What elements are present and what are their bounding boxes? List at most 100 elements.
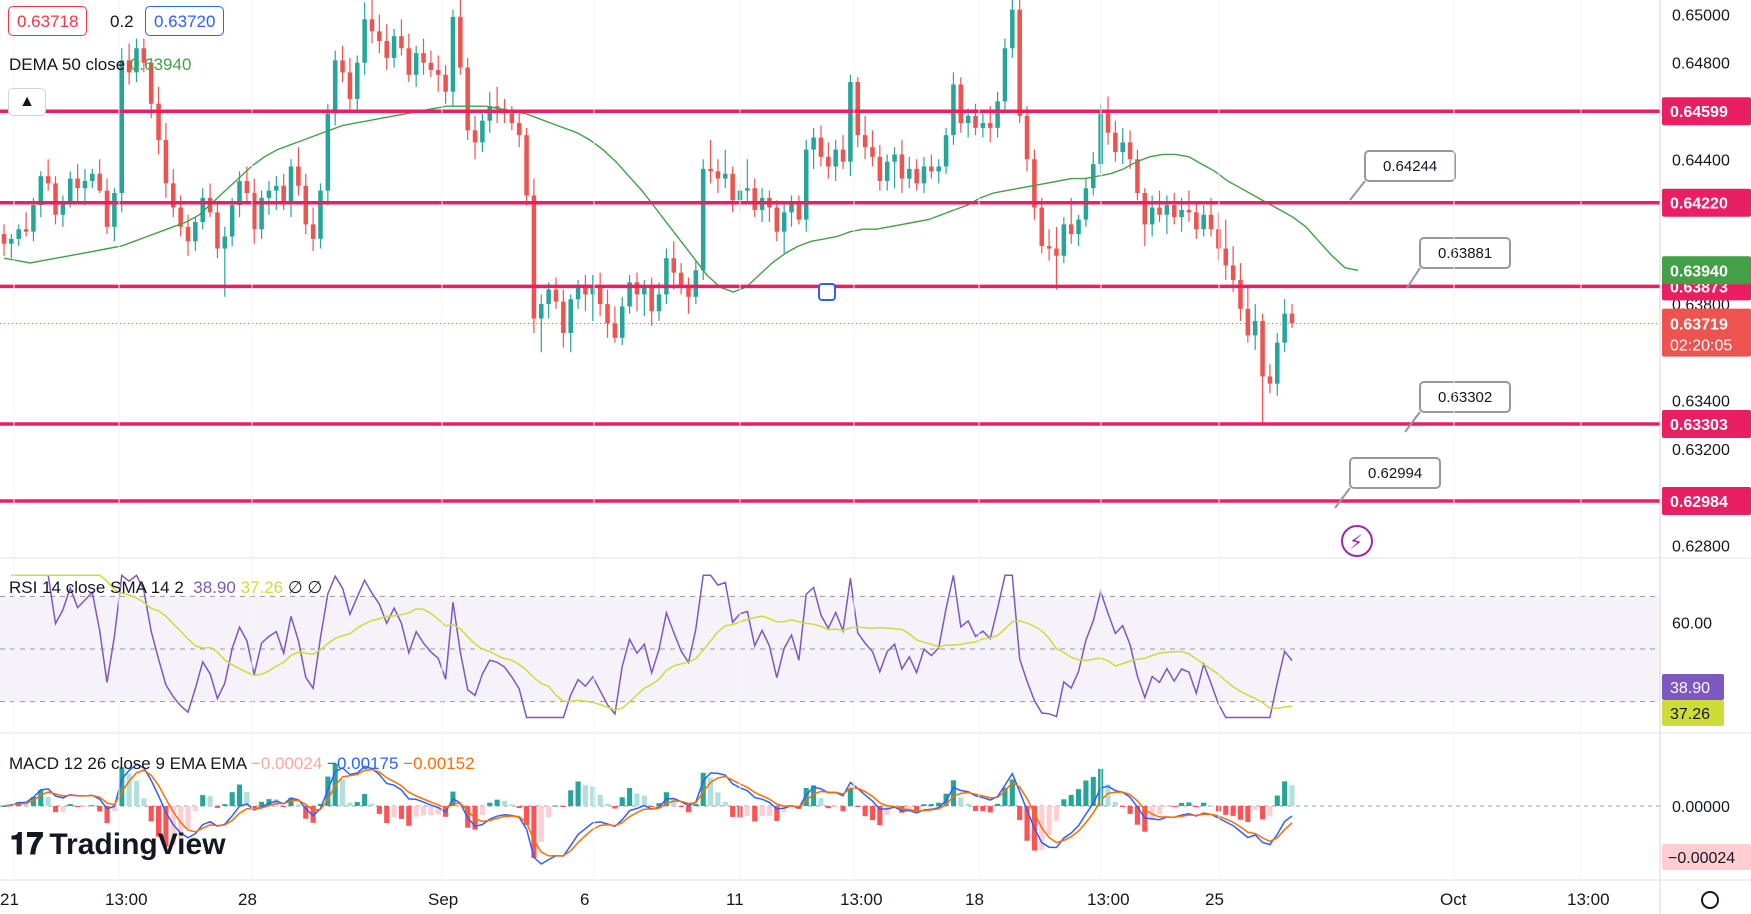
candle-body bbox=[1002, 48, 1008, 102]
candle-body bbox=[1216, 229, 1221, 249]
dema-legend[interactable]: DEMA 50 close 0.63940 bbox=[9, 55, 191, 75]
macd-histogram-bar bbox=[678, 806, 684, 808]
macd-histogram-bar bbox=[950, 780, 957, 806]
time-tick-label: 28 bbox=[238, 890, 257, 909]
rsi-axis-tag bbox=[1662, 674, 1724, 700]
candle-body bbox=[67, 178, 73, 203]
bid-price: 0.63718 bbox=[17, 12, 79, 31]
macd-histogram-bar bbox=[23, 803, 29, 806]
macd-histogram-bar bbox=[722, 801, 728, 806]
price-tick-label: 0.63400 bbox=[1672, 394, 1730, 411]
macd-histogram-bar bbox=[354, 802, 360, 806]
callout-label: 0.63302 bbox=[1438, 389, 1492, 406]
macd-histogram-bar bbox=[921, 804, 927, 806]
macd-histogram-bar bbox=[833, 806, 839, 807]
macd-histogram-bar bbox=[509, 804, 515, 806]
macd-histogram-bar bbox=[281, 806, 287, 807]
ask-price-box[interactable]: 0.63720 bbox=[145, 6, 225, 36]
spread-value: 0.2 bbox=[110, 12, 134, 31]
macd-histogram-bar bbox=[560, 806, 566, 807]
rsi-pane[interactable] bbox=[0, 573, 1660, 719]
macd-histogram-bar bbox=[494, 799, 500, 806]
macd-histogram-bar bbox=[222, 804, 228, 806]
candle-body bbox=[1113, 132, 1118, 153]
macd-histogram-bar bbox=[641, 795, 647, 806]
macd-histogram-bar bbox=[744, 806, 750, 817]
candle-body bbox=[53, 183, 58, 215]
time-tick-label: 13:00 bbox=[1567, 890, 1610, 909]
macd-histogram-bar bbox=[965, 803, 971, 806]
callout-leader bbox=[1404, 411, 1421, 433]
macd-signal-value: −0.00152 bbox=[403, 754, 475, 773]
callout-leader bbox=[1406, 267, 1421, 289]
candle-body bbox=[458, 16, 463, 68]
macd-histogram-bar bbox=[855, 806, 861, 807]
alert-marker-icon bbox=[818, 283, 836, 301]
candle-body bbox=[1024, 115, 1030, 160]
macd-histogram-bar bbox=[1267, 806, 1273, 816]
macd-histogram-bar bbox=[339, 779, 346, 806]
candle-body bbox=[163, 139, 169, 184]
level-axis-tag bbox=[1662, 97, 1751, 126]
macd-histogram-bar bbox=[877, 806, 883, 826]
macd-histogram-bar bbox=[553, 805, 559, 807]
candle-body bbox=[1252, 320, 1258, 336]
candle-body bbox=[693, 270, 699, 297]
candle-body bbox=[377, 31, 382, 42]
callout-box bbox=[1349, 457, 1441, 489]
macd-histogram-bar bbox=[38, 790, 44, 806]
candle-body bbox=[1289, 313, 1295, 324]
candle-body bbox=[840, 149, 846, 162]
macd-histogram-bar bbox=[200, 795, 206, 806]
candle-body bbox=[104, 190, 110, 227]
candle-body bbox=[38, 176, 44, 206]
macd-histogram-bar bbox=[582, 785, 589, 806]
macd-histogram-bar bbox=[707, 777, 714, 806]
macd-histogram-bar bbox=[266, 799, 272, 806]
candle-body bbox=[487, 106, 493, 121]
macd-histogram-bar bbox=[1024, 806, 1030, 841]
candle-body bbox=[877, 156, 883, 181]
bid-price-box[interactable]: 0.63718 bbox=[8, 6, 88, 36]
macd-histogram-bar bbox=[1193, 806, 1199, 808]
macd-histogram-bar bbox=[1127, 806, 1133, 814]
macd-legend[interactable]: MACD 12 26 close 9 EMA EMA −0.00024 −0.0… bbox=[9, 754, 475, 774]
rsi-extra-1: ∅ bbox=[287, 578, 303, 597]
macd-histogram-bar bbox=[1149, 806, 1155, 821]
macd-histogram-bar bbox=[847, 788, 853, 806]
candle-body bbox=[90, 173, 95, 181]
dema-value: 0.63940 bbox=[129, 55, 192, 74]
candle-body bbox=[119, 60, 125, 194]
rsi-value: 38.90 bbox=[193, 578, 236, 597]
candle-body bbox=[561, 301, 566, 333]
macd-histogram-bar bbox=[30, 796, 37, 806]
macd-histogram-bar bbox=[818, 798, 824, 806]
macd-histogram-bar bbox=[766, 806, 773, 816]
candle-body bbox=[1105, 113, 1111, 133]
macd-histogram-bar bbox=[781, 806, 787, 813]
candle-body bbox=[715, 171, 721, 179]
candle-body bbox=[472, 130, 478, 143]
candle-body bbox=[274, 185, 279, 191]
collapse-legend-button[interactable]: ▲ bbox=[8, 88, 46, 116]
macd-histogram-bar bbox=[317, 803, 324, 806]
candle-body bbox=[60, 202, 66, 215]
rsi-legend[interactable]: RSI 14 close SMA 14 2 38.90 37.26 ∅ ∅ bbox=[9, 578, 322, 598]
macd-pane[interactable] bbox=[0, 763, 1660, 865]
candle-body bbox=[355, 62, 360, 99]
candle-body bbox=[1267, 376, 1273, 384]
macd-histogram-bar bbox=[627, 787, 633, 806]
level-axis-label: 0.64220 bbox=[1670, 196, 1728, 213]
macd-histogram-bar bbox=[649, 806, 655, 807]
candle-body bbox=[1010, 9, 1015, 49]
macd-histogram-bar bbox=[244, 791, 250, 806]
price-pane[interactable]: 0.64244 0.63881 0.63302 0.62994 ⚡ bbox=[0, 0, 1660, 557]
macd-histogram-bar bbox=[619, 797, 625, 806]
candle-body bbox=[193, 222, 198, 242]
candle-body bbox=[281, 185, 286, 203]
candle-body bbox=[708, 168, 713, 172]
macd-histogram-bar bbox=[811, 785, 817, 806]
candle-body bbox=[369, 19, 375, 32]
